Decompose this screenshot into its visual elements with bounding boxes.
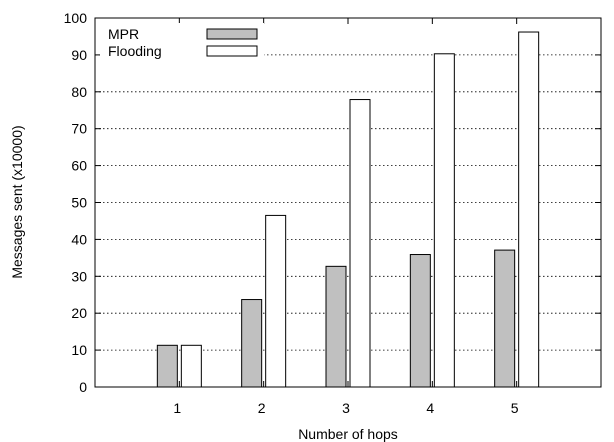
y-tick-label: 100 (64, 10, 88, 26)
bar-mpr-3 (325, 265, 347, 388)
bar-series (156, 31, 540, 388)
x-axis-label: Number of hops (298, 426, 398, 442)
y-tick-label: 60 (71, 158, 87, 174)
legend: MPR Flooding (100, 23, 264, 59)
x-tick-label: 5 (511, 400, 519, 416)
y-tick-label: 90 (71, 47, 87, 63)
x-tick-label: 4 (426, 400, 434, 416)
y-tick-label: 0 (79, 379, 87, 395)
bar-mpr-1 (156, 344, 178, 388)
y-tick-label: 80 (71, 84, 87, 100)
y-tick-label: 50 (71, 195, 87, 211)
y-tick-label: 30 (71, 268, 87, 284)
legend-swatch-flooding (206, 45, 258, 57)
x-tick-label: 3 (342, 400, 350, 416)
bar-mpr-4 (409, 254, 431, 388)
y-tick-label: 20 (71, 305, 87, 321)
y-tick-label: 40 (71, 231, 87, 247)
bar-flooding-5 (518, 31, 540, 388)
bar-flooding-3 (349, 99, 371, 388)
y-tick-label: 10 (71, 342, 87, 358)
bar-flooding-4 (433, 53, 455, 388)
y-tick-label: 70 (71, 121, 87, 137)
bar-flooding-2 (265, 214, 287, 388)
bar-mpr-2 (241, 299, 263, 388)
legend-swatch-mpr (206, 28, 258, 40)
y-axis-ticks: 0 10 20 30 40 50 60 70 80 90 100 (64, 10, 601, 395)
legend-label-flooding: Flooding (108, 43, 162, 59)
x-tick-label: 1 (173, 400, 181, 416)
bar-flooding-1 (180, 344, 202, 388)
x-tick-label: 2 (258, 400, 266, 416)
y-axis-label: Messages sent (x10000) (9, 125, 25, 278)
legend-label-mpr: MPR (108, 26, 139, 42)
bar-mpr-5 (494, 249, 516, 388)
